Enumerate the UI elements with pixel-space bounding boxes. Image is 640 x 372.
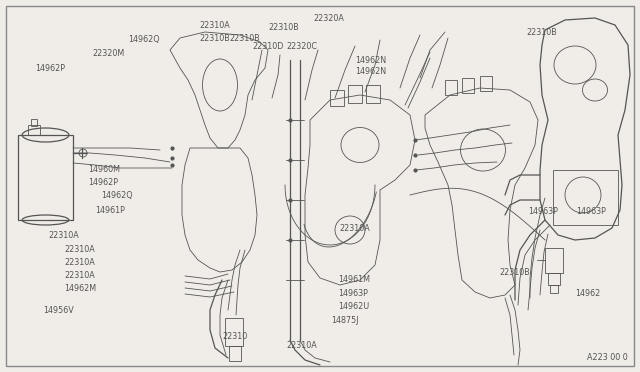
Bar — [348, 85, 362, 103]
Text: 14963P: 14963P — [338, 289, 368, 298]
Text: 22310A: 22310A — [64, 258, 95, 267]
Text: 14962P: 14962P — [35, 64, 65, 73]
Text: 22320C: 22320C — [287, 42, 317, 51]
Bar — [553, 170, 618, 225]
Text: 22310A: 22310A — [64, 271, 95, 280]
Bar — [330, 90, 344, 106]
Text: 14962Q: 14962Q — [101, 191, 132, 200]
Bar — [31, 119, 37, 126]
Text: 22310B: 22310B — [499, 268, 530, 277]
Text: 14962N: 14962N — [355, 67, 387, 76]
Text: 14960M: 14960M — [88, 165, 120, 174]
Bar — [545, 248, 563, 273]
Text: 22320M: 22320M — [93, 49, 125, 58]
Text: 14963P: 14963P — [528, 207, 558, 216]
Bar — [480, 76, 492, 91]
Text: 22310B: 22310B — [526, 28, 557, 37]
Text: 14963P: 14963P — [576, 207, 606, 216]
Text: 14962: 14962 — [575, 289, 600, 298]
Text: 22310D: 22310D — [253, 42, 284, 51]
Text: 22320A: 22320A — [314, 14, 344, 23]
Text: 14962M: 14962M — [64, 284, 96, 293]
Text: 14961M: 14961M — [338, 275, 370, 284]
Text: A223 00 0: A223 00 0 — [588, 353, 628, 362]
Bar — [366, 85, 380, 103]
Text: 14962U: 14962U — [338, 302, 369, 311]
Bar — [225, 318, 243, 346]
Bar — [462, 78, 474, 93]
Text: 22310A: 22310A — [200, 21, 230, 30]
Text: 22310B: 22310B — [229, 34, 260, 43]
Text: 14962P: 14962P — [88, 178, 118, 187]
Bar — [229, 346, 241, 361]
Bar — [550, 285, 558, 293]
Bar — [548, 273, 560, 285]
Text: 22310B: 22310B — [269, 23, 300, 32]
Text: 14961P: 14961P — [95, 206, 125, 215]
Text: 22310B: 22310B — [200, 34, 230, 43]
Text: 22310: 22310 — [223, 332, 248, 341]
Text: 14875J: 14875J — [332, 316, 359, 325]
Text: 22310A: 22310A — [339, 224, 370, 233]
Bar — [18, 135, 73, 220]
Bar — [28, 125, 40, 135]
Text: 14956V: 14956V — [44, 306, 74, 315]
Bar — [445, 80, 457, 95]
Text: 14962Q: 14962Q — [128, 35, 159, 44]
Text: 22310A: 22310A — [64, 246, 95, 254]
Text: 14962N: 14962N — [355, 56, 387, 65]
Text: 22310A: 22310A — [287, 341, 317, 350]
Text: 22310A: 22310A — [48, 231, 79, 240]
